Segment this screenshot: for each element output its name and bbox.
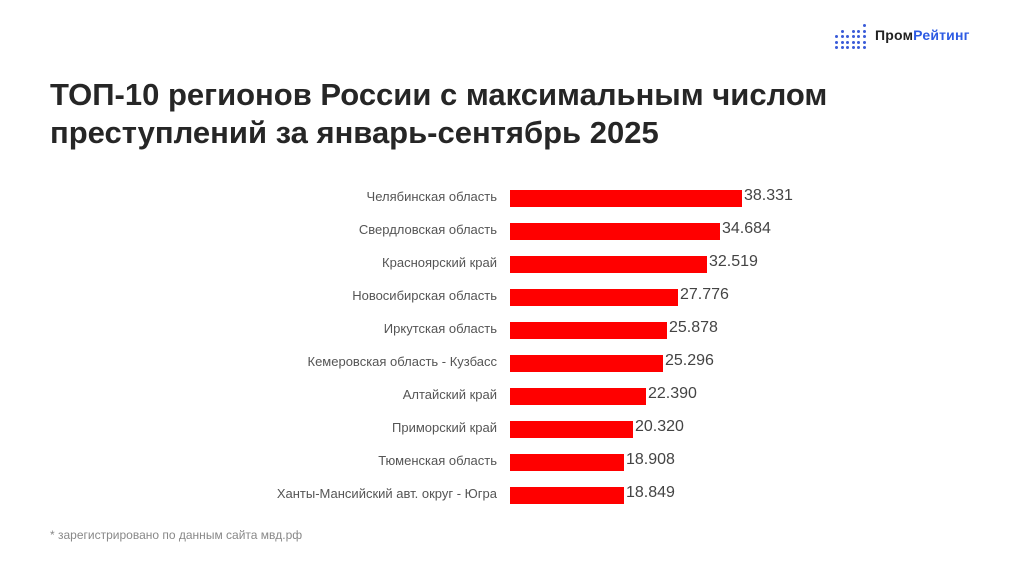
category-label: Свердловская область: [358, 222, 497, 237]
chart-row: Красноярский край 32.519: [0, 248, 1030, 281]
brand-name-part1: Пром: [875, 27, 914, 43]
bar: [510, 487, 624, 504]
footnote: * зарегистрировано по данным сайта мвд.р…: [50, 528, 303, 542]
value-label: 18.849: [626, 484, 675, 501]
bar: [510, 223, 720, 240]
value-label: 27.776: [680, 286, 729, 303]
chart-row: Ханты-Мансийский авт. округ - Югра 18.849: [0, 479, 1030, 512]
chart-row: Алтайский край 22.390: [0, 380, 1030, 413]
chart-row: Тюменская область 18.908: [0, 446, 1030, 479]
chart-row: Иркутская область 25.878: [0, 314, 1030, 347]
brand-name-part2: Рейтинг: [913, 27, 970, 43]
category-label: Иркутская область: [383, 321, 497, 336]
brand-logo: ПромРейтинг: [835, 20, 970, 50]
value-label: 22.390: [648, 385, 697, 402]
category-label: Новосибирская область: [352, 288, 497, 303]
brand-name: ПромРейтинг: [875, 27, 970, 43]
bar: [510, 256, 707, 273]
chart-row: Кемеровская область - Кузбасс 25.296: [0, 347, 1030, 380]
category-label: Ханты-Мансийский авт. округ - Югра: [276, 486, 497, 501]
bar-dots-logo-icon: [835, 20, 867, 50]
bar: [510, 190, 742, 207]
chart-title: ТОП-10 регионов России с максимальным чи…: [50, 77, 828, 150]
category-label: Кемеровская область - Кузбасс: [307, 354, 498, 369]
value-label: 34.684: [722, 220, 771, 237]
value-label: 38.331: [744, 187, 793, 204]
value-label: 25.296: [665, 352, 714, 369]
value-label: 18.908: [626, 451, 675, 468]
bar: [510, 289, 678, 306]
value-label: 25.878: [669, 319, 718, 336]
chart-row: Челябинская область 38.331: [0, 182, 1030, 215]
category-label: Тюменская область: [378, 453, 497, 468]
chart-row: Свердловская область 34.684: [0, 215, 1030, 248]
chart-row: Новосибирская область 27.776: [0, 281, 1030, 314]
category-label: Алтайский край: [402, 387, 497, 402]
value-label: 32.519: [709, 253, 758, 270]
bar: [510, 454, 624, 471]
category-label: Челябинская область: [366, 189, 497, 204]
bar: [510, 388, 646, 405]
bar: [510, 355, 663, 372]
bar: [510, 421, 633, 438]
chart-row: Приморский край 20.320: [0, 413, 1030, 446]
category-label: Красноярский край: [382, 255, 497, 270]
value-label: 20.320: [635, 418, 684, 435]
category-label: Приморский край: [392, 420, 497, 435]
bar: [510, 322, 667, 339]
